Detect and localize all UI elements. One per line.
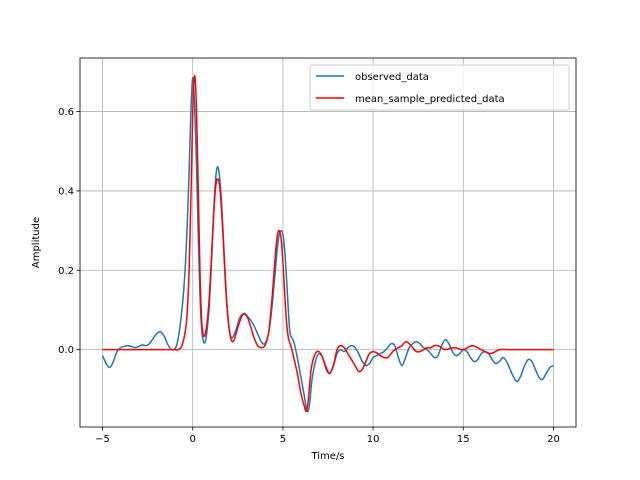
y-tick-label: 0.0 (58, 345, 74, 356)
x-tick-label: 10 (367, 434, 380, 445)
x-tick-label: 5 (280, 434, 286, 445)
x-tick-label: 15 (457, 434, 470, 445)
y-axis-label: Amplitude (31, 217, 42, 268)
y-tick-label: 0.6 (58, 107, 74, 118)
x-tick-label: −5 (95, 434, 110, 445)
x-tick-label: 20 (547, 434, 560, 445)
x-tick-label: 0 (190, 434, 196, 445)
series-layer (101, 75, 554, 413)
grid (80, 58, 576, 427)
y-tick-label: 0.2 (58, 266, 74, 277)
legend: observed_data mean_sample_predicted_data (309, 64, 570, 111)
legend-box (309, 64, 570, 111)
legend-entry-observed-data: observed_data (355, 72, 429, 83)
series-line-mean-sample-predicted-data (102, 75, 554, 413)
x-axis-label: Time/s (310, 451, 344, 462)
ticks: −5 0 5 10 15 20 0.0 0.2 0.4 0.6 (58, 107, 560, 445)
y-tick-label: 0.4 (58, 186, 74, 197)
legend-entry-mean-sample-predicted-data: mean_sample_predicted_data (355, 94, 505, 105)
plot-frame (79, 57, 577, 428)
